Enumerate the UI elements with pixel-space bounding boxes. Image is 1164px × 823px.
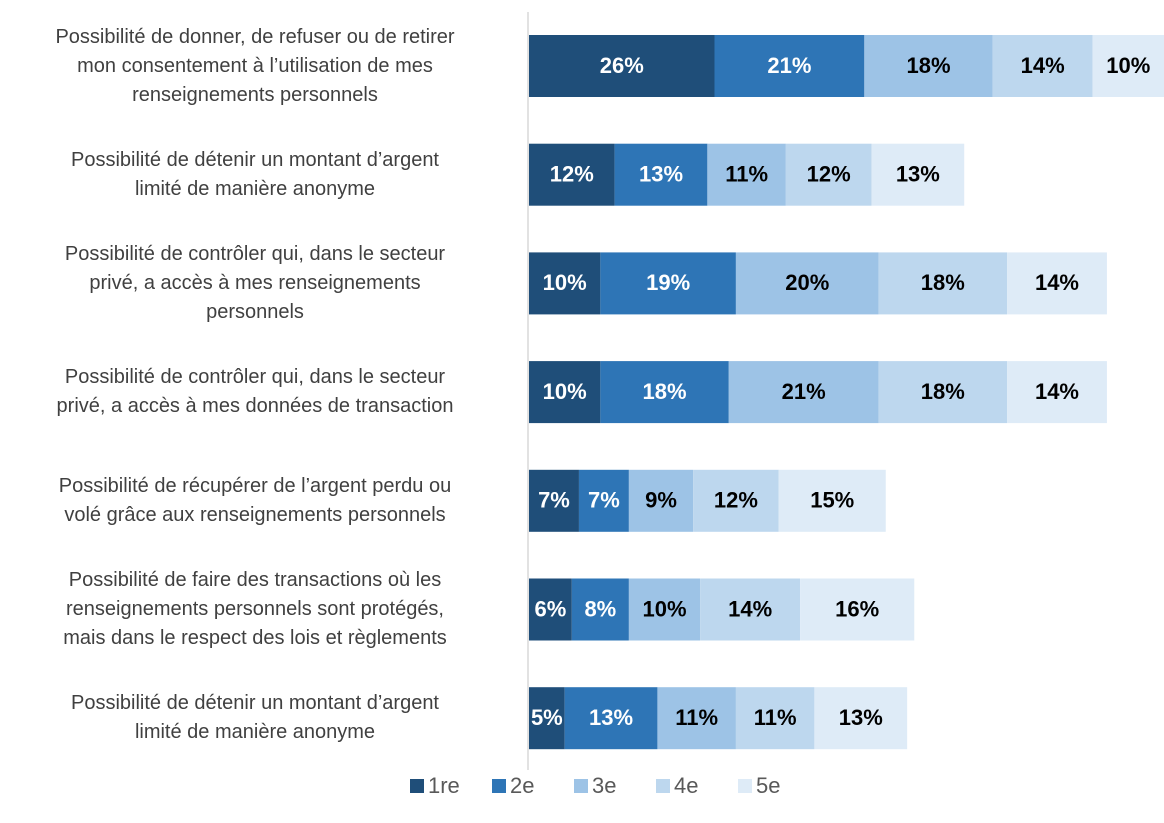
bar-segment xyxy=(878,361,1008,424)
data-label: 10% xyxy=(643,596,687,621)
data-label: 19% xyxy=(646,270,690,295)
data-label: 7% xyxy=(588,488,620,513)
bar-segment xyxy=(714,35,865,97)
bar-segment xyxy=(600,361,729,424)
bar-segment xyxy=(1007,361,1107,424)
data-label: 8% xyxy=(584,596,616,621)
data-label: 26% xyxy=(600,53,644,78)
legend-label: 1re xyxy=(428,773,460,798)
bar-segment xyxy=(529,361,601,424)
data-label: 20% xyxy=(785,270,829,295)
data-label: 13% xyxy=(639,162,683,187)
data-label: 14% xyxy=(1021,53,1065,78)
legend-label: 2e xyxy=(510,773,534,798)
legend-label: 4e xyxy=(674,773,698,798)
data-label: 18% xyxy=(921,270,965,295)
bar-segment xyxy=(1092,35,1164,97)
data-label: 12% xyxy=(714,488,758,513)
data-label: 10% xyxy=(543,379,587,404)
data-label: 11% xyxy=(675,705,718,730)
bar-segment xyxy=(571,578,629,641)
data-label: 21% xyxy=(767,53,811,78)
category-label: Possibilité de détenir un montant d’arge… xyxy=(70,692,439,744)
data-label: 13% xyxy=(896,162,940,187)
bar-segment xyxy=(778,469,886,532)
data-label: 15% xyxy=(810,488,854,513)
data-label: 7% xyxy=(538,488,570,513)
category-label: Possibilité de détenir un montant d’arge… xyxy=(70,148,439,200)
legend-swatch xyxy=(738,779,752,793)
data-label: 11% xyxy=(725,162,768,187)
legend-swatch xyxy=(574,779,588,793)
data-label: 10% xyxy=(1106,53,1150,78)
bar-segment xyxy=(628,469,694,532)
legend-label: 3e xyxy=(592,773,616,798)
bar-segment xyxy=(564,687,658,750)
bar-segment xyxy=(707,143,786,206)
bar-segment xyxy=(878,252,1008,315)
data-label: 12% xyxy=(807,162,851,187)
data-label: 13% xyxy=(839,705,883,730)
bar-segment xyxy=(864,35,993,97)
bar-segment xyxy=(785,143,872,206)
data-label: 14% xyxy=(1035,379,1079,404)
bar-segment xyxy=(614,143,708,206)
bar-segment xyxy=(992,35,1093,97)
data-label: 21% xyxy=(782,379,826,404)
bar-segment xyxy=(735,252,879,315)
bar-segment xyxy=(728,361,879,424)
legend-swatch xyxy=(656,779,670,793)
data-label: 18% xyxy=(907,53,951,78)
data-label: 18% xyxy=(643,379,687,404)
data-label: 13% xyxy=(589,705,633,730)
bar-segment xyxy=(578,469,629,532)
bar-segment xyxy=(735,687,815,750)
data-label: 9% xyxy=(645,488,677,513)
bar-segment xyxy=(600,252,736,315)
category-label: Possibilité de contrôler qui, dans le se… xyxy=(64,242,446,323)
bar-segment xyxy=(871,143,965,206)
data-label: 5% xyxy=(531,705,563,730)
bar-segment xyxy=(657,687,736,750)
bar-segment xyxy=(529,578,572,641)
bar-segment xyxy=(1007,252,1107,315)
category-label: Possibilité de donner, de refuser ou de … xyxy=(55,25,455,106)
category-label: Possibilité de récupérer de l’argent per… xyxy=(58,474,452,526)
bar-segment xyxy=(693,469,779,532)
legend-swatch xyxy=(492,779,506,793)
data-label: 10% xyxy=(543,270,587,295)
data-label: 11% xyxy=(754,705,797,730)
bar-segment xyxy=(814,687,908,750)
data-label: 16% xyxy=(835,596,879,621)
bar-segment xyxy=(529,252,601,315)
data-label: 14% xyxy=(728,596,772,621)
bar-segment xyxy=(628,578,701,641)
data-label: 6% xyxy=(535,596,567,621)
bar-segment xyxy=(529,687,565,750)
bar-segment xyxy=(800,578,915,641)
bar-segment xyxy=(529,35,715,97)
data-label: 14% xyxy=(1035,270,1079,295)
category-label: Possibilité de contrôler qui, dans le se… xyxy=(56,366,454,418)
category-label: Possibilité de faire des transactions où… xyxy=(63,569,447,649)
bar-segment xyxy=(529,469,579,532)
legend-label: 5e xyxy=(756,773,780,798)
data-label: 12% xyxy=(550,162,594,187)
bar-segment xyxy=(529,143,615,206)
bar-segment xyxy=(700,578,801,641)
data-label: 18% xyxy=(921,379,965,404)
legend-swatch xyxy=(410,779,424,793)
